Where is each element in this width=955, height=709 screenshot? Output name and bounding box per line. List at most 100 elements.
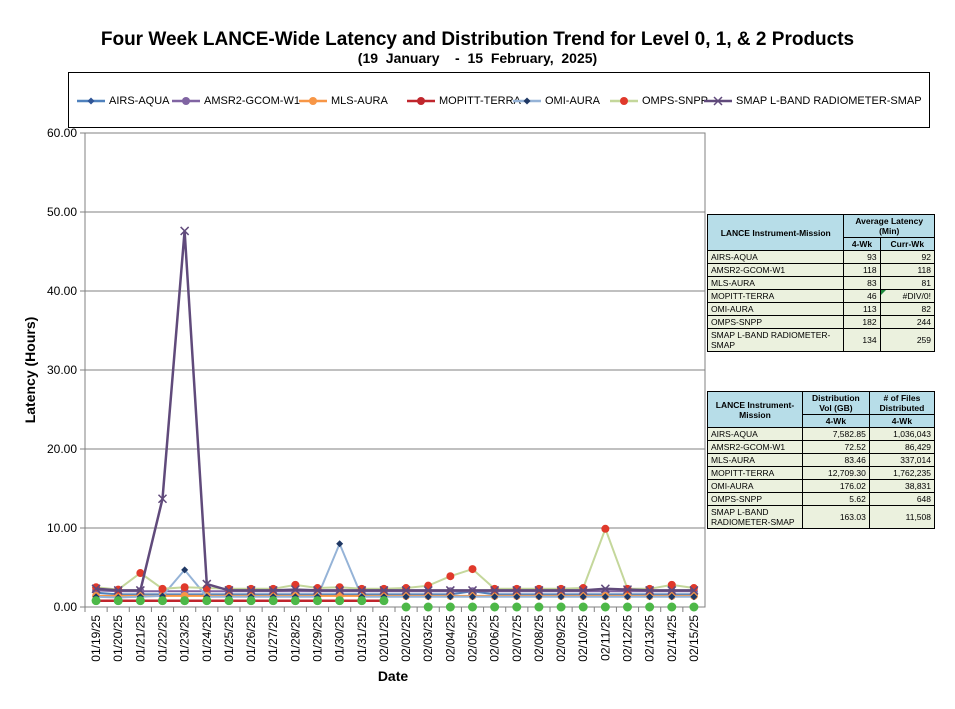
x-tick-label: 01/26/25 (244, 615, 258, 662)
data-point-green (224, 596, 234, 606)
data-point-green (623, 602, 632, 612)
table-cell-mission: AIRS-AQUA (707, 427, 803, 441)
data-point-green (113, 596, 123, 606)
data-point-green (689, 602, 699, 612)
x-tick-label: 01/27/25 (266, 615, 280, 662)
data-point-green (512, 602, 522, 612)
table-cell-mission: MLS-AURA (707, 453, 803, 467)
legend-swatch (513, 97, 541, 105)
x-tick-label: 02/02/25 (399, 615, 413, 662)
data-point-green (91, 596, 101, 606)
data-point-green (357, 596, 367, 606)
table-cell-value: 11,508 (868, 505, 936, 529)
data-point (224, 585, 234, 595)
series-line-smap-l-band-radiometer-smap (96, 230, 694, 592)
data-point (578, 585, 588, 595)
table-cell-mission: OMI-AURA (707, 479, 803, 493)
data-point-green (246, 596, 256, 606)
data-point-green (335, 596, 345, 606)
legend-label: AMSR2-GCOM-W1 (204, 95, 300, 107)
legend-item: AMSR2-GCOM-W1 (172, 93, 300, 109)
data-point (424, 593, 432, 601)
x-tick-label: 02/10/25 (576, 615, 590, 662)
data-point (557, 593, 565, 601)
chart-legend: AIRS-AQUA AMSR2-GCOM-W1 MLS-AURA MOPITT-TER… (68, 72, 930, 128)
data-point-green (401, 602, 411, 612)
x-tick-label: 01/30/25 (333, 615, 347, 662)
table-cell-mission: OMI-AURA (706, 302, 845, 316)
data-point (491, 593, 499, 601)
data-point-green (468, 602, 477, 612)
table-row: AIRS-AQUA 7,582.85 1,036,043 (707, 427, 936, 441)
data-point-green (158, 596, 167, 606)
x-tick-label: 02/09/25 (554, 615, 568, 662)
table-cell-value: 134 (843, 328, 881, 352)
table-cell-value: 86,429 (868, 440, 936, 454)
y-tick-label: 0.00 (54, 600, 78, 614)
table-cell-value: 83.46 (801, 453, 870, 467)
data-point (246, 585, 256, 595)
table-cell-value: 1,762,235 (868, 466, 936, 480)
table-cell-value: 118 (843, 263, 881, 277)
data-point (180, 583, 189, 592)
x-tick-label: 02/15/25 (687, 615, 701, 662)
table-row: AMSR2-GCOM-W1 72.52 86,429 (707, 440, 936, 454)
x-tick-label: 01/24/25 (200, 615, 214, 662)
y-tick-label: 30.00 (47, 363, 77, 377)
table-row: SMAP L-BAND RADIOMETER-SMAP 134 259 (706, 328, 936, 352)
x-tick-label: 01/31/25 (355, 615, 369, 662)
data-point (181, 566, 189, 574)
dist-table-header-mission: LANCE Instrument-Mission (707, 391, 803, 428)
data-point-green (180, 596, 190, 606)
table-row: OMPS-SNPP 5.62 648 (707, 492, 936, 506)
table-cell-value: 259 (879, 328, 936, 352)
dist-table-header-volume: Distribution Vol (GB) (801, 391, 870, 415)
data-point (268, 585, 278, 595)
x-tick-label: 01/20/25 (111, 615, 125, 662)
legend-swatch (299, 97, 327, 105)
x-tick-label: 02/01/25 (377, 615, 391, 662)
table-cell-mission: MOPITT-TERRA (706, 289, 845, 303)
legend-swatch (77, 97, 105, 105)
data-point (601, 524, 610, 533)
table-cell-value: 176.02 (801, 479, 870, 493)
table-row: MOPITT-TERRA 46 #DIV/0! (706, 289, 936, 303)
data-point-green (268, 596, 278, 606)
data-point (290, 585, 300, 595)
legend-swatch (172, 97, 200, 105)
data-point-green (534, 602, 544, 612)
x-tick-label: 02/03/25 (421, 615, 435, 662)
data-point-green (290, 596, 300, 606)
table-row: MLS-AURA 83.46 337,014 (707, 453, 936, 467)
legend-label: SMAP L-BAND RADIOMETER-SMAP (736, 95, 922, 107)
table-cell-value: 12,709.30 (801, 466, 870, 480)
legend-item: MOPITT-TERRA (407, 93, 521, 109)
table-cell-value: 72.52 (801, 440, 870, 454)
table-row: SMAP L-BAND RADIOMETER-SMAP 163.03 11,508 (707, 505, 936, 529)
data-point (91, 584, 101, 594)
data-point (600, 584, 610, 594)
data-point (402, 593, 410, 601)
dist-table-col-4wk-files: 4-Wk (868, 414, 936, 428)
table-cell-value: 113 (843, 302, 881, 316)
data-point (622, 585, 633, 595)
data-point-green (313, 596, 322, 606)
legend-swatch (704, 96, 732, 106)
data-point-green (667, 602, 677, 612)
data-point (312, 585, 323, 595)
data-point (668, 593, 676, 601)
data-point-green (445, 602, 455, 612)
data-point (469, 593, 476, 601)
data-point-green (379, 596, 389, 606)
latency-table-header-mission: LANCE Instrument-Mission (706, 214, 845, 251)
table-cell-mission: OMPS-SNPP (707, 492, 803, 506)
dist-table-header-files: # of Files Distributed (868, 391, 936, 415)
data-point (689, 585, 699, 595)
x-tick-label: 01/19/25 (89, 615, 103, 662)
table-cell-value: 337,014 (868, 453, 936, 467)
y-tick-label: 20.00 (47, 442, 77, 456)
y-tick-label: 40.00 (47, 284, 77, 298)
table-cell-value: 83 (843, 276, 881, 290)
x-axis-label: Date (377, 668, 409, 684)
